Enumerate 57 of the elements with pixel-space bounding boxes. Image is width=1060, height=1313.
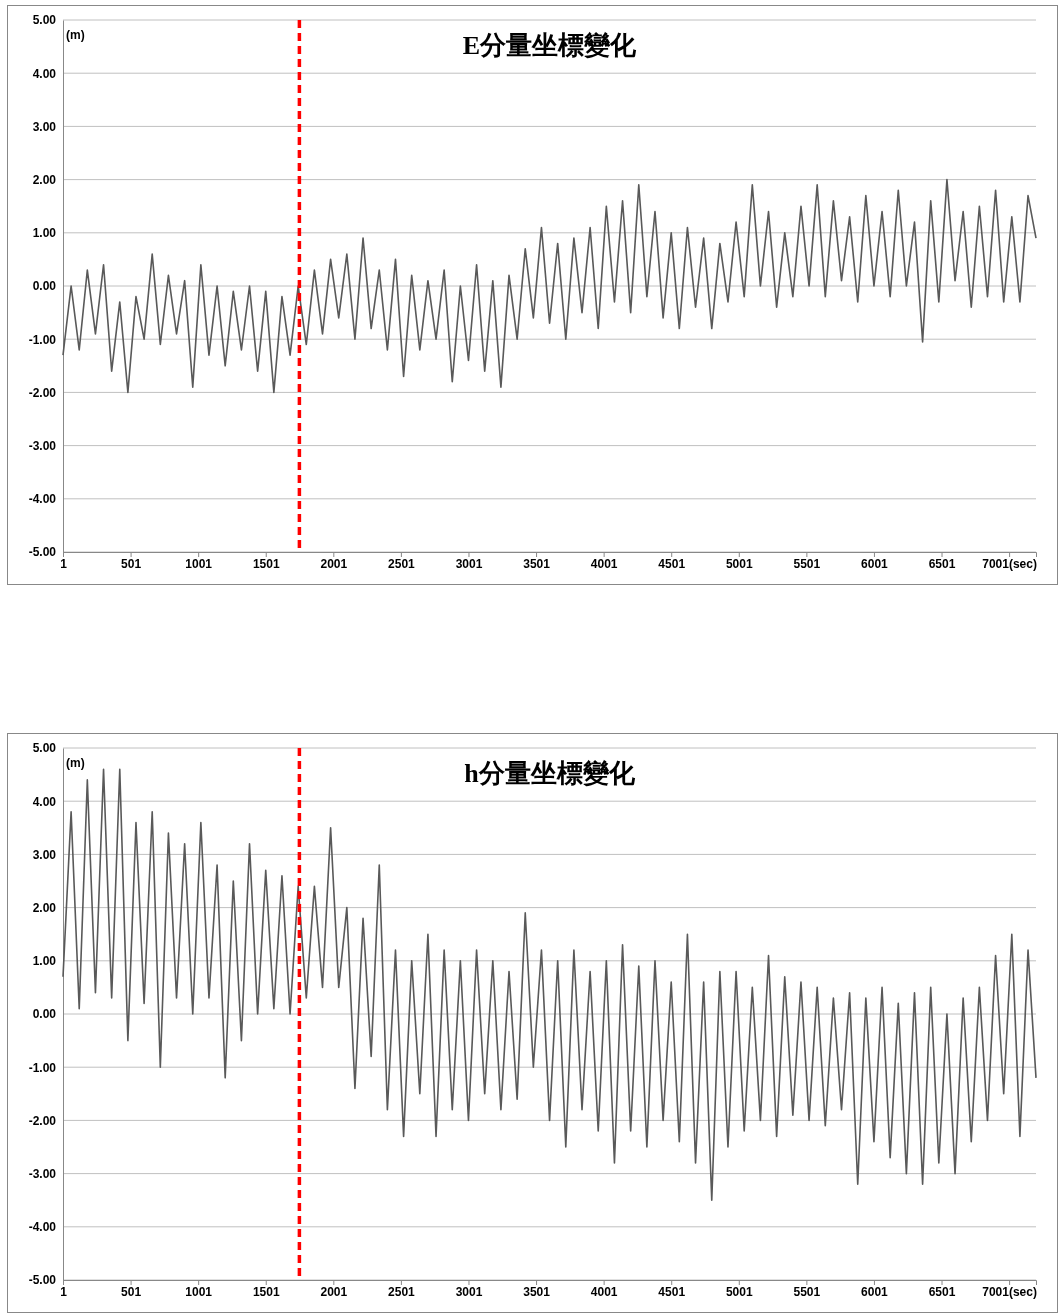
y-tick-label: 4.00 — [32, 66, 57, 81]
x-tick-label: 1001 — [185, 1285, 213, 1299]
x-tick-label: 6501 — [928, 557, 956, 571]
x-tick-label: 1501 — [252, 1285, 280, 1299]
x-tick-label: 6001 — [861, 557, 889, 571]
y-axis-title: (m) — [66, 756, 85, 770]
y-tick-label: 3.00 — [32, 119, 57, 134]
x-tick-label: 5501 — [793, 557, 821, 571]
x-tick-label: 4501 — [658, 1285, 686, 1299]
y-tick-label: -3.00 — [28, 1166, 57, 1181]
y-tick-label: -1.00 — [28, 1060, 57, 1075]
y-tick-label: 1.00 — [32, 954, 57, 969]
x-tick-label: 6001 — [861, 1285, 889, 1299]
y-tick-label: -5.00 — [28, 1273, 57, 1288]
line-series — [62, 178, 1037, 394]
y-tick-label: 5.00 — [32, 741, 57, 756]
chart-title: E分量坐標變化 — [462, 31, 638, 60]
x-tick-label: 4001 — [590, 557, 618, 571]
y-tick-label: -3.00 — [28, 438, 57, 453]
x-tick-label: 501 — [121, 557, 142, 571]
y-tick-label: 1.00 — [32, 226, 57, 241]
y-tick-label: -2.00 — [28, 385, 57, 400]
y-tick-label: 3.00 — [32, 847, 57, 862]
y-tick-label: -2.00 — [28, 1113, 57, 1128]
x-tick-label: 5001 — [725, 1285, 753, 1299]
x-tick-label: 3501 — [523, 1285, 551, 1299]
x-tick-label: 5001 — [725, 557, 753, 571]
x-tick-label: 501 — [121, 1285, 142, 1299]
x-tick-label: 5501 — [793, 1285, 821, 1299]
x-tick-label: 3001 — [455, 557, 483, 571]
x-tick-label: 1 — [60, 557, 68, 571]
y-tick-label: -4.00 — [28, 492, 57, 507]
x-tick-label: 1 — [60, 1285, 68, 1299]
x-tick-label: 7001(sec) — [982, 557, 1037, 571]
x-tick-label: 2501 — [388, 557, 416, 571]
chart-title: h分量坐標變化 — [464, 759, 636, 788]
y-tick-label: 0.00 — [32, 279, 57, 294]
y-tick-label: 4.00 — [32, 794, 57, 809]
y-tick-label: -5.00 — [28, 545, 57, 560]
x-tick-label: 1501 — [252, 557, 280, 571]
x-tick-label: 7001(sec) — [982, 1285, 1037, 1299]
x-tick-label: 6501 — [928, 1285, 956, 1299]
y-tick-label: 2.00 — [32, 900, 57, 915]
x-tick-label: 3001 — [455, 1285, 483, 1299]
y-tick-label: 5.00 — [32, 13, 57, 28]
x-tick-label: 1001 — [185, 557, 213, 571]
x-tick-label: 2501 — [388, 1285, 416, 1299]
x-tick-label: 2001 — [320, 1285, 348, 1299]
x-tick-label: 4001 — [590, 1285, 618, 1299]
y-tick-label: -1.00 — [28, 332, 57, 347]
x-tick-label: 4501 — [658, 557, 686, 571]
x-tick-label: 3501 — [523, 557, 551, 571]
y-axis-title: (m) — [66, 28, 85, 42]
y-tick-label: 0.00 — [32, 1007, 57, 1022]
y-tick-label: -4.00 — [28, 1220, 57, 1235]
y-tick-label: 2.00 — [32, 172, 57, 187]
x-tick-label: 2001 — [320, 557, 348, 571]
